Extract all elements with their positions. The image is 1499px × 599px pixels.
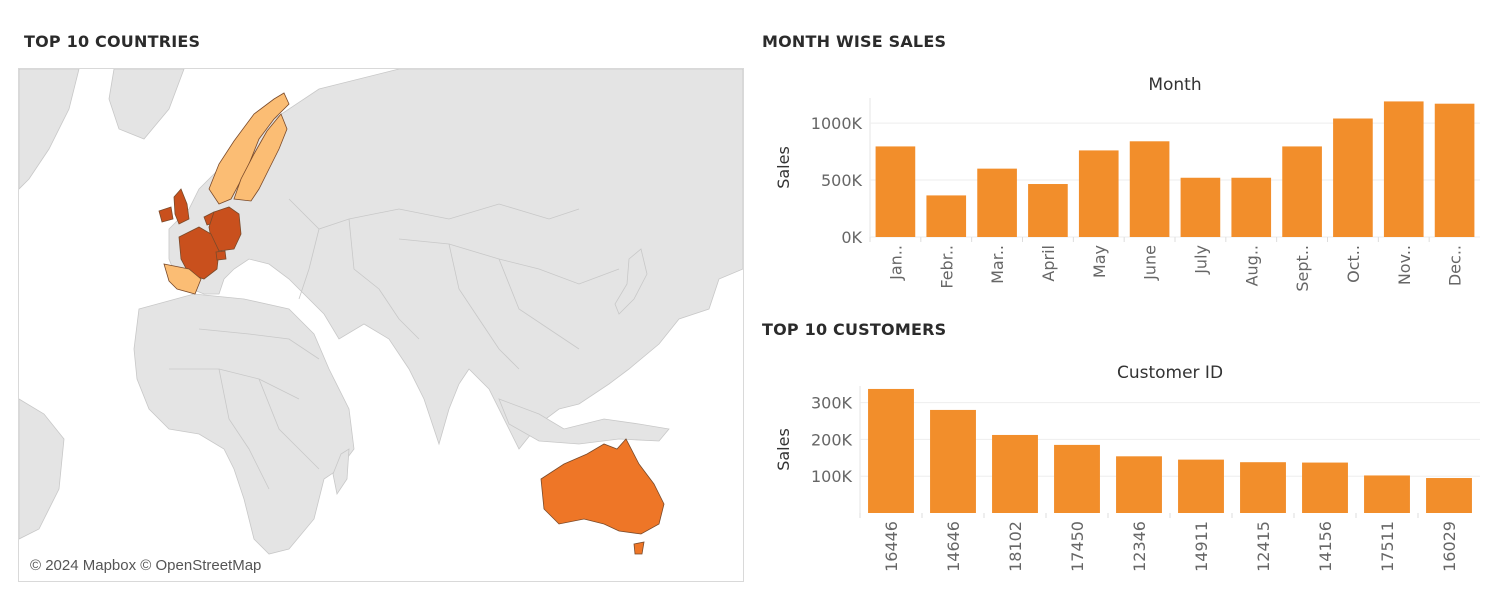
month-chart-y-tick-label: 0K: [841, 228, 862, 247]
customer-chart-y-tick-label: 300K: [811, 394, 853, 413]
customer-chart-bar[interactable]: [1302, 462, 1348, 513]
month-chart-bar[interactable]: [1333, 118, 1373, 237]
map-land-americas: [19, 69, 80, 540]
customer-chart-bar[interactable]: [1054, 444, 1100, 513]
map-attribution: © 2024 Mapbox © OpenStreetMap: [27, 556, 265, 575]
month-chart-x-tick-label: June: [1141, 245, 1160, 281]
month-chart-x-tick-label: Oct..: [1344, 245, 1363, 283]
customer-chart-axis-title: Customer ID: [1117, 363, 1223, 383]
month-chart-x-tick-label: Mar..: [988, 245, 1007, 284]
customer-chart-x-tick-label: 12415: [1254, 521, 1273, 572]
month-chart-bar[interactable]: [875, 146, 916, 237]
customer-chart-x-tick-label: 17450: [1068, 521, 1087, 572]
month-chart-x-tick-label: Febr..: [937, 245, 956, 289]
map-country-ireland: [158, 206, 174, 223]
month-chart-bar[interactable]: [926, 195, 967, 237]
customer-chart-x-tick-label: 14646: [944, 521, 963, 572]
customer-chart-y-tick-label: 100K: [811, 467, 853, 486]
month-chart-x-tick-label: Aug..: [1242, 245, 1261, 286]
customer-chart-bar[interactable]: [1364, 475, 1410, 513]
customer-chart-bar[interactable]: [992, 434, 1038, 513]
month-chart-bar[interactable]: [1282, 146, 1322, 237]
world-map[interactable]: © 2024 Mapbox © OpenStreetMap: [18, 68, 744, 582]
customer-chart-x-tick-label: 12346: [1130, 521, 1149, 572]
map-land-indonesia: [498, 398, 670, 445]
customer-chart-bar[interactable]: [930, 409, 976, 513]
customer-chart-x-tick-label: 18102: [1006, 521, 1025, 572]
month-chart-bar[interactable]: [1180, 177, 1221, 237]
customer-chart-y-axis-label: Sales: [774, 428, 793, 471]
top-countries-title: TOP 10 COUNTRIES: [24, 32, 201, 51]
customer-chart-bar[interactable]: [1116, 456, 1162, 513]
customer-chart-x-tick-label: 17511: [1378, 521, 1397, 572]
map-land-japan: [614, 248, 648, 315]
month-chart-x-tick-label: May: [1090, 245, 1109, 278]
map-land-africa: [133, 293, 355, 555]
map-country-australia: [540, 438, 665, 535]
month-chart-x-tick-label: Jan..: [886, 245, 905, 281]
map-borders: [169, 198, 620, 490]
map-country-spain: [163, 263, 202, 295]
month-chart-x-tick-label: Dec..: [1446, 245, 1465, 286]
customer-chart-x-tick-label: 14911: [1192, 521, 1211, 572]
month-chart-bar[interactable]: [1078, 150, 1119, 237]
customer-chart-bar[interactable]: [1240, 462, 1286, 513]
customer-chart-x-tick-label: 16029: [1440, 521, 1459, 572]
month-chart-axis-title: Month: [1148, 75, 1201, 95]
month-chart-y-tick-label: 500K: [821, 171, 863, 190]
customer-chart-x-tick-label: 16446: [882, 521, 901, 572]
month-sales-chart: Month Sales 0K 500K 1000K Jan.. Febr.. Mar.. Apr…: [774, 75, 1480, 292]
month-chart-bar[interactable]: [977, 168, 1017, 237]
map-country-norway: [208, 92, 290, 205]
month-chart-bar[interactable]: [1434, 103, 1475, 237]
map-land-greenland: [108, 69, 185, 140]
customer-chart-y-tick-label: 200K: [811, 430, 853, 449]
map-land-eurasia: [168, 69, 743, 450]
month-chart-x-tick-label: April: [1039, 245, 1058, 282]
month-chart-bar[interactable]: [1028, 184, 1068, 237]
customer-chart-bar[interactable]: [1178, 459, 1224, 513]
map-country-sweden: [233, 113, 288, 202]
top-customers-chart: Customer ID Sales 100K 200K 300K 16446 14646 18…: [774, 363, 1480, 572]
customer-chart-x-tick-label: 14156: [1316, 521, 1335, 572]
customer-chart-bar[interactable]: [1426, 478, 1472, 513]
month-chart-bar[interactable]: [1383, 101, 1424, 237]
map-country-tasmania: [633, 541, 645, 555]
month-chart-x-tick-label: July: [1191, 245, 1210, 275]
month-chart-y-tick-label: 1000K: [811, 114, 863, 133]
map-country-germany: [208, 206, 242, 252]
month-sales-title: MONTH WISE SALES: [762, 32, 947, 51]
map-country-france: [178, 226, 220, 280]
month-chart-bar[interactable]: [1129, 141, 1170, 237]
month-chart-x-tick-label: Sept..: [1293, 245, 1312, 292]
month-chart-y-axis-label: Sales: [774, 146, 793, 189]
map-land-madagascar: [332, 448, 350, 496]
month-chart-x-tick-label: Nov..: [1395, 245, 1414, 285]
month-chart-bar[interactable]: [1231, 177, 1272, 237]
map-country-united-kingdom: [173, 188, 190, 225]
top-customers-title: TOP 10 CUSTOMERS: [762, 320, 947, 339]
map-country-switzerland: [215, 250, 227, 261]
customer-chart-bar[interactable]: [868, 388, 914, 513]
map-canvas: [19, 69, 743, 581]
